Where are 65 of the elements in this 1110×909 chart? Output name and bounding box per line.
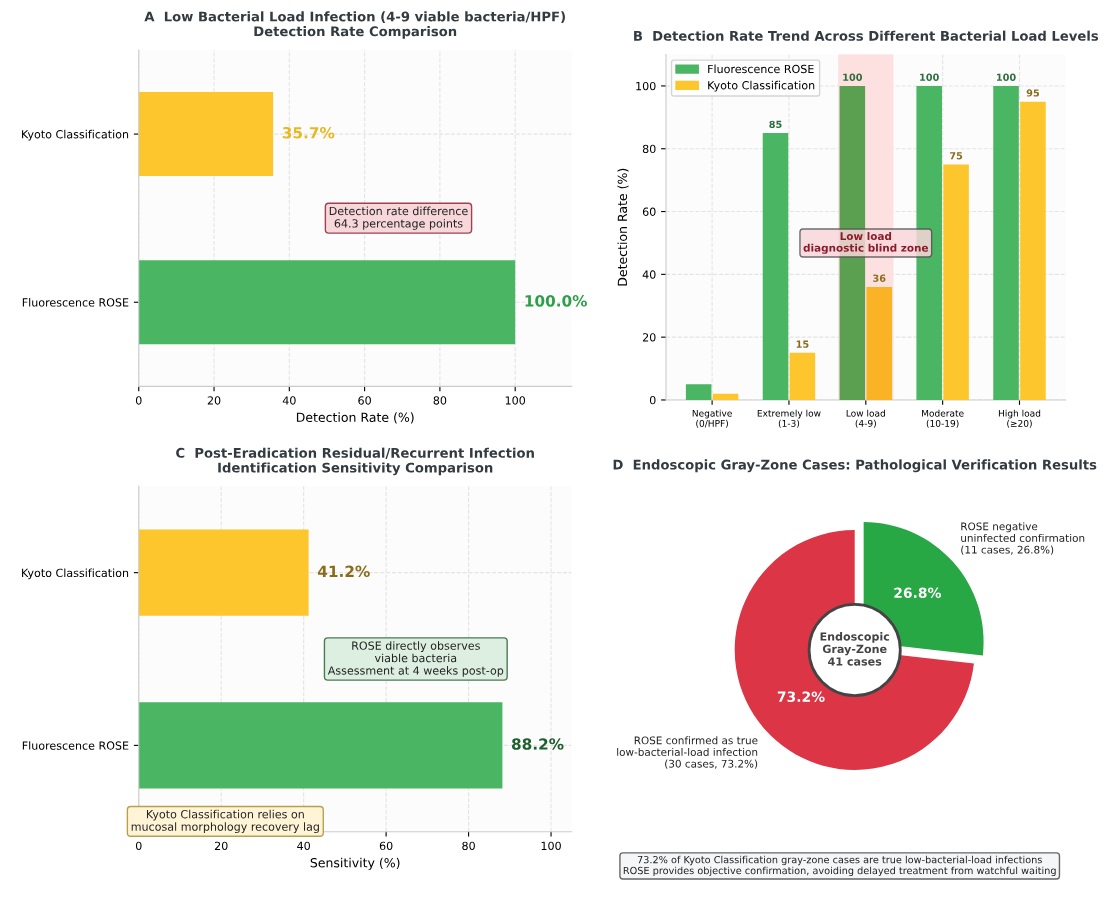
x-tick-label: Negative (0/HPF): [692, 409, 732, 428]
data-label: 88.2%: [511, 738, 564, 750]
data-label: 36: [873, 274, 886, 282]
x-tick-label: Moderate (10-19): [922, 409, 964, 428]
y-tick-label: 80: [642, 144, 656, 154]
data-label: 75: [949, 152, 963, 160]
y-tick-label: 20: [642, 333, 656, 342]
y-tick-label: Fluorescence ROSE: [22, 298, 129, 307]
annotation: Kyoto Classification relies on mucosal morphology recovery lag: [131, 809, 319, 833]
data-label: 26.8%: [894, 587, 941, 599]
y-tick-label: Kyoto Classification: [22, 129, 129, 141]
x-axis-title: Sensitivity (%): [310, 857, 400, 870]
legend-label: Fluorescence ROSE: [708, 64, 814, 74]
data-label: 100: [996, 73, 1016, 81]
annotation: Detection rate difference 64.3 percentage points: [329, 206, 468, 230]
x-tick-label: 0: [135, 396, 142, 405]
x-tick-label: Low load (4-9): [846, 409, 885, 428]
x-tick-label: 0: [135, 841, 142, 851]
data-label: 35.7%: [282, 126, 335, 139]
chart-title: B Detection Rate Trend Across Different Bacterial Load Levels: [634, 30, 1099, 41]
bar: [762, 133, 789, 400]
x-tick-label: 80: [433, 396, 447, 405]
bar: [943, 164, 969, 400]
x-tick-label: High load (≥20): [998, 409, 1041, 428]
x-tick-label: 40: [282, 396, 296, 405]
slice-label: ROSE confirmed as true low-bacterial-load infection (30 cases, 73.2%): [617, 736, 758, 769]
data-label: 41.2%: [317, 565, 370, 578]
legend-label: Kyoto Classification: [708, 80, 815, 92]
data-label: 100.0%: [525, 295, 587, 307]
chart-title: D Endoscopic Gray-Zone Cases: Pathological Verification Results: [613, 459, 1097, 473]
x-tick-label: Extremely low (1-3): [757, 409, 821, 428]
chart-title: A Low Bacterial Load Infection (4-9 viable bacteria/HPF) Detection Rate Comparison: [144, 11, 565, 39]
data-label: 15: [796, 340, 809, 348]
x-tick-label: 100: [505, 396, 526, 405]
text: Endoscopic Gray-Zone 41 cases: [820, 632, 890, 666]
text: 73.2% of Kyoto Classification gray-zone cases are true low-bacterial-load infections ROSE provides objective confirmation, avoiding delayed treatment from watchful waiting: [623, 855, 1056, 877]
bar: [1020, 101, 1046, 400]
bar: [866, 286, 893, 400]
y-tick-label: Kyoto Classification: [22, 568, 129, 580]
x-tick-label: 60: [358, 396, 371, 405]
y-tick-label: 40: [642, 270, 656, 279]
y-tick-label: Fluorescence ROSE: [22, 741, 129, 750]
x-tick-label: 80: [462, 841, 475, 851]
y-tick-label: 100: [636, 81, 656, 91]
chart-title: C Post-Eradication Residual/Recurrent Infection Identification Sensitivity Comparison: [176, 447, 534, 476]
x-tick-label: 60: [379, 841, 393, 851]
bar: [712, 393, 739, 400]
band-label: Low load diagnostic blind zone: [803, 232, 929, 254]
bar: [789, 352, 816, 400]
slice-label: ROSE negative uninfected confirmation (11 cases, 26.8%): [961, 522, 1085, 555]
data-label: 73.2%: [777, 691, 825, 702]
data-label: 85: [769, 120, 782, 129]
data-label: 100: [920, 73, 939, 81]
x-tick-label: 100: [541, 841, 561, 851]
x-tick-label: 20: [207, 396, 221, 405]
y-tick-label: 60: [642, 207, 656, 216]
x-tick-label: 40: [297, 841, 310, 851]
data-label: 100: [843, 73, 863, 81]
bar: [685, 384, 712, 400]
bar: [993, 85, 1019, 400]
data-label: 95: [1026, 89, 1040, 97]
annotation: ROSE directly observes viable bacteria Assessment at 4 weeks post-op: [327, 641, 504, 677]
y-axis-title: Detection Rate (%): [617, 168, 629, 286]
x-tick-label: 20: [214, 841, 228, 851]
x-axis-title: Detection Rate (%): [296, 412, 414, 424]
